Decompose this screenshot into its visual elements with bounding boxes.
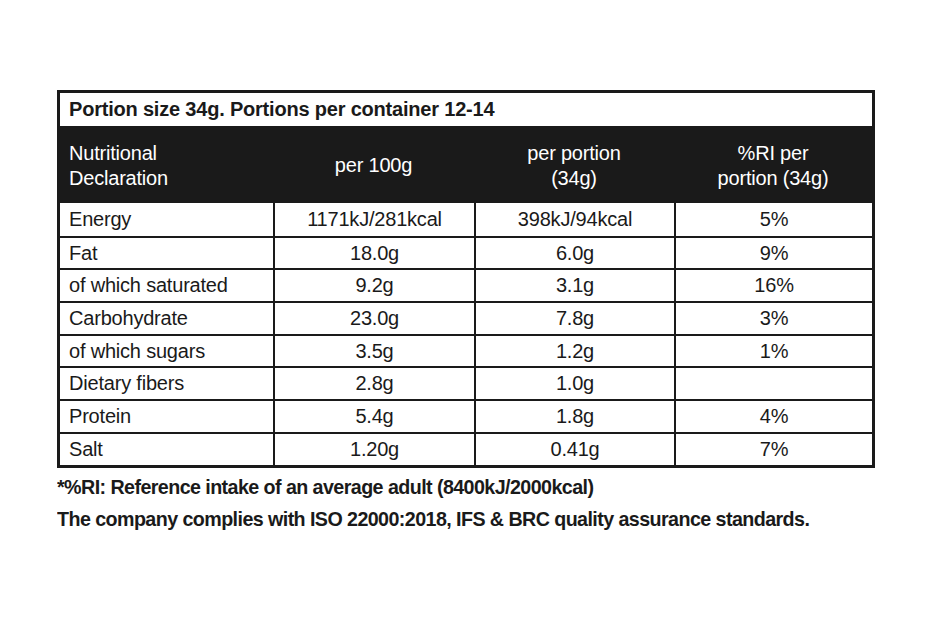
cell-nutrient-name: Dietary fibers (60, 368, 273, 399)
cell-per-portion: 398kJ/94kcal (474, 203, 674, 236)
cell-per-portion: 1.2g (474, 336, 674, 367)
cell-per-100g: 2.8g (273, 368, 474, 399)
cell-ri-percent: 16% (674, 270, 872, 301)
cell-per-100g: 1.20g (273, 434, 474, 465)
table-row-salt: Salt 1.20g 0.41g 7% (60, 432, 872, 465)
footnotes: *%RI: Reference intake of an average adu… (57, 471, 883, 535)
cell-nutrient-name: Energy (60, 203, 273, 236)
cell-ri-percent: 3% (674, 303, 872, 334)
cell-nutrient-name: of which saturated (60, 270, 273, 301)
header-cell-per-portion: per portion (34g) (474, 141, 674, 191)
cell-nutrient-name: Carbohydrate (60, 303, 273, 334)
cell-ri-percent (674, 368, 872, 399)
table-row-energy: Energy 1171kJ/281kcal 398kJ/94kcal 5% (60, 203, 872, 236)
portion-info-text: Portion size 34g. Portions per container… (69, 98, 494, 121)
cell-nutrient-name: Fat (60, 238, 273, 269)
table-row-carbohydrate: Carbohydrate 23.0g 7.8g 3% (60, 301, 872, 334)
table-header-row: Nutritional Declaration per 100g per por… (60, 128, 872, 203)
cell-ri-percent: 5% (674, 203, 872, 236)
cell-per-portion: 0.41g (474, 434, 674, 465)
table-row-protein: Protein 5.4g 1.8g 4% (60, 399, 872, 432)
cell-ri-percent: 4% (674, 401, 872, 432)
cell-per-portion: 6.0g (474, 238, 674, 269)
cell-per-100g: 18.0g (273, 238, 474, 269)
portion-info-bar: Portion size 34g. Portions per container… (60, 93, 872, 128)
nutrition-table: Portion size 34g. Portions per container… (57, 90, 875, 468)
cell-ri-percent: 7% (674, 434, 872, 465)
cell-ri-percent: 1% (674, 336, 872, 367)
header-cell-nutritional-declaration: Nutritional Declaration (60, 141, 273, 191)
cell-per-100g: 9.2g (273, 270, 474, 301)
ri-footnote: *%RI: Reference intake of an average adu… (57, 471, 883, 503)
cell-per-100g: 3.5g (273, 336, 474, 367)
header-cell-ri-per-portion: %RI per portion (34g) (674, 141, 872, 191)
cell-ri-percent: 9% (674, 238, 872, 269)
table-row-fat: Fat 18.0g 6.0g 9% (60, 236, 872, 269)
cell-nutrient-name: of which sugars (60, 336, 273, 367)
cell-per-portion: 1.8g (474, 401, 674, 432)
cell-nutrient-name: Salt (60, 434, 273, 465)
header-cell-per-100g: per 100g (273, 153, 474, 178)
nutrition-label-page: Portion size 34g. Portions per container… (0, 0, 935, 623)
table-row-saturated: of which saturated 9.2g 3.1g 16% (60, 268, 872, 301)
cell-per-100g: 1171kJ/281kcal (273, 203, 474, 236)
compliance-footnote: The company complies with ISO 22000:2018… (57, 503, 883, 535)
table-row-dietary-fibers: Dietary fibers 2.8g 1.0g (60, 366, 872, 399)
cell-per-portion: 7.8g (474, 303, 674, 334)
cell-per-100g: 23.0g (273, 303, 474, 334)
cell-per-100g: 5.4g (273, 401, 474, 432)
cell-nutrient-name: Protein (60, 401, 273, 432)
table-row-sugars: of which sugars 3.5g 1.2g 1% (60, 334, 872, 367)
cell-per-portion: 3.1g (474, 270, 674, 301)
cell-per-portion: 1.0g (474, 368, 674, 399)
